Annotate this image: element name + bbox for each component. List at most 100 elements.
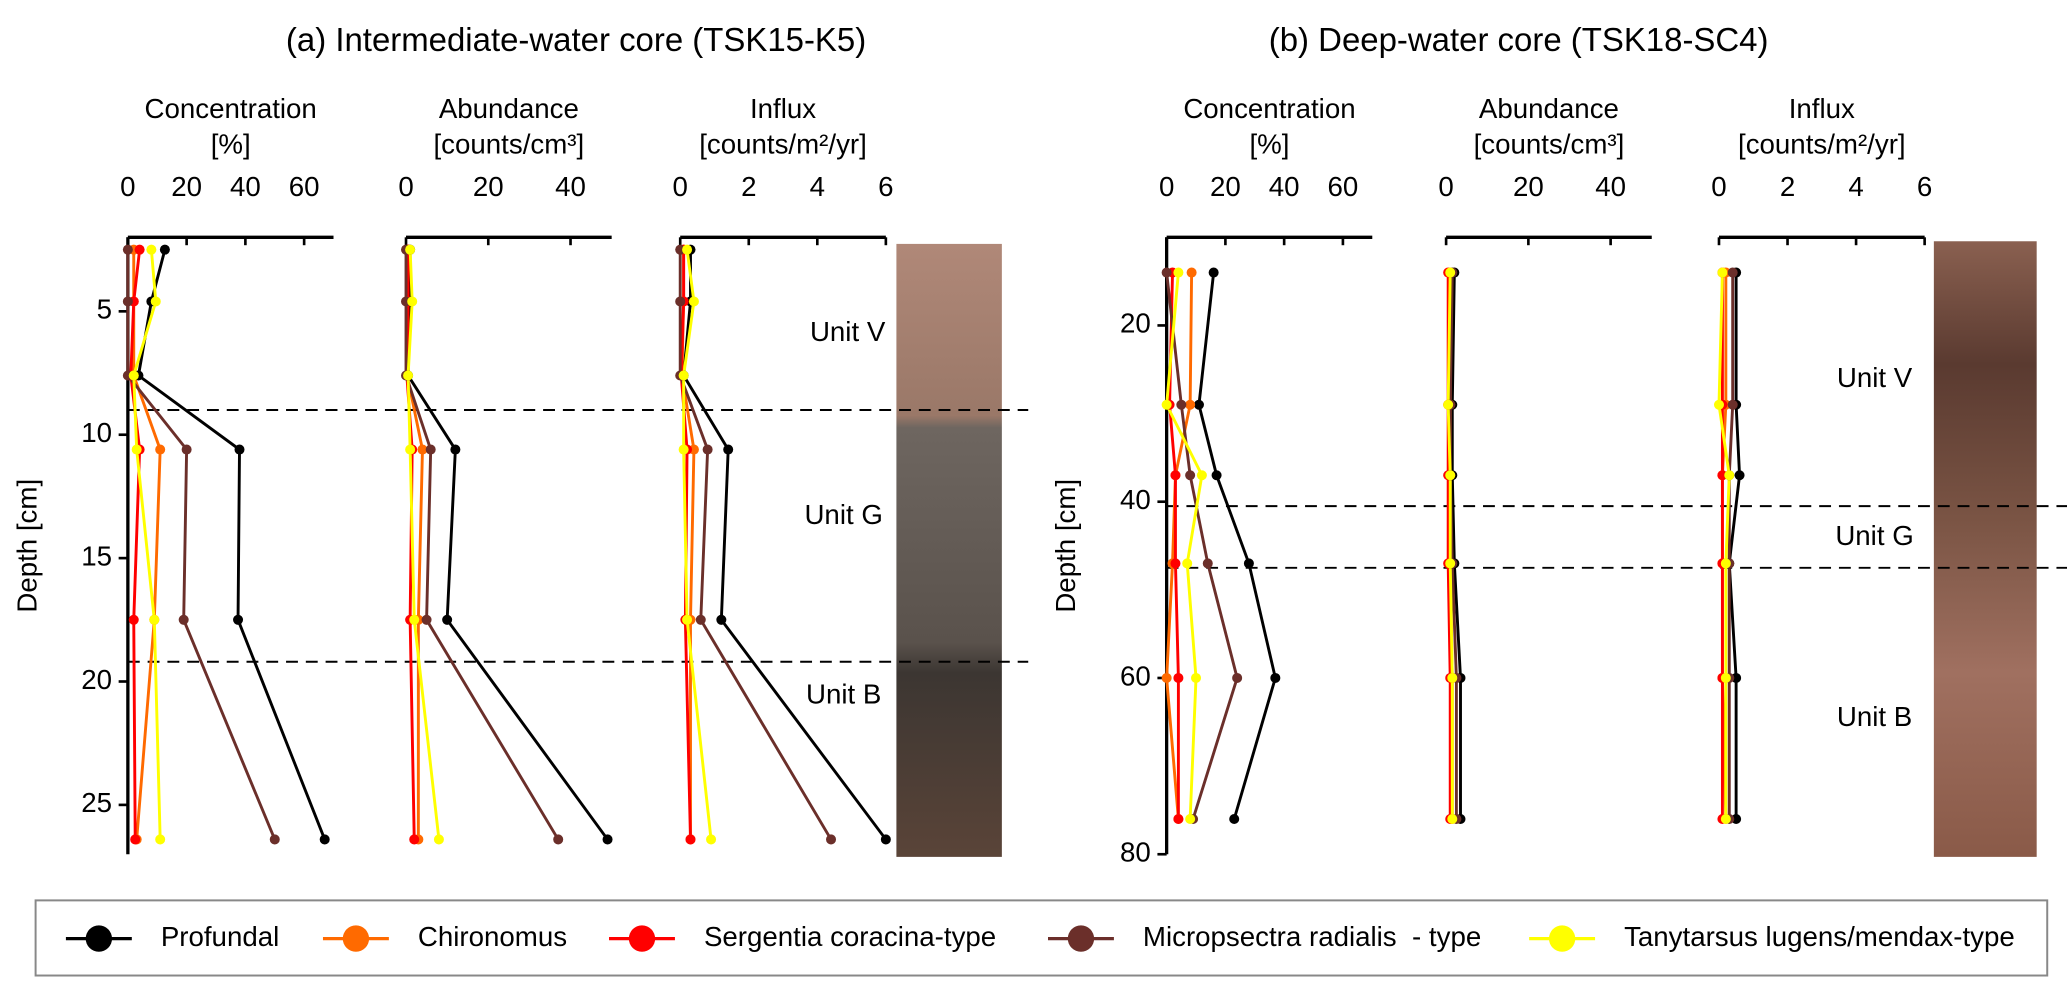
y-tick-label: 80 [1120, 837, 1151, 868]
point [155, 444, 166, 455]
point [1447, 813, 1458, 824]
series-line [136, 249, 327, 840]
point [1173, 267, 1184, 278]
x-axis-label: [counts/m²/yr] [1738, 129, 1906, 160]
x-axis-label: [counts/cm³] [1474, 129, 1625, 160]
series-line [404, 249, 560, 841]
point [1176, 399, 1187, 410]
point [1727, 267, 1738, 278]
point [1724, 470, 1735, 481]
x-axis-label: Abundance [439, 93, 579, 124]
x-axis-label: [counts/cm³] [433, 129, 584, 160]
x-axis-label: Abundance [1479, 93, 1619, 124]
x-tick-label: 6 [878, 171, 893, 202]
x-axis-label: Concentration [1183, 93, 1355, 124]
x-tick-label: 40 [555, 171, 586, 202]
point [1243, 558, 1254, 569]
point [128, 370, 139, 381]
legend-label: Tanytarsus lugens/mendax-type [1624, 921, 2015, 952]
point [159, 244, 170, 255]
x-tick-label: 0 [120, 171, 135, 202]
point [433, 834, 444, 845]
legend-label: Profundal [161, 921, 279, 952]
x-tick-label: 2 [741, 171, 756, 202]
point [1734, 470, 1745, 481]
point [1170, 470, 1181, 481]
point [1229, 813, 1240, 824]
x-tick-label: 20 [1513, 171, 1544, 202]
unit-label: Unit G [804, 499, 882, 530]
point [706, 834, 717, 845]
point [1191, 672, 1202, 683]
point [678, 370, 689, 381]
x-tick-label: 20 [171, 171, 202, 202]
y-tick-label: 15 [81, 540, 112, 571]
point [1185, 470, 1196, 481]
series-line [682, 249, 713, 840]
y-tick-label: 25 [81, 787, 112, 818]
point [407, 296, 418, 307]
point [269, 834, 280, 845]
point [1717, 267, 1728, 278]
y-axis-label: Depth [cm] [1050, 479, 1081, 613]
x-axis-label: Concentration [145, 93, 317, 124]
y-tick-label: 10 [81, 417, 112, 448]
point [702, 444, 713, 455]
point [1447, 672, 1458, 683]
x-tick-label: 0 [1438, 171, 1453, 202]
point [1211, 470, 1222, 481]
x-tick-label: 0 [398, 171, 413, 202]
unit-label: Unit V [1837, 362, 1913, 393]
series-line [406, 249, 609, 841]
point [181, 444, 192, 455]
point [155, 834, 166, 845]
point [178, 614, 189, 625]
point [1185, 813, 1196, 824]
point [716, 614, 727, 625]
point [675, 296, 686, 307]
y-tick-label: 20 [1120, 308, 1151, 339]
x-tick-label: 6 [1917, 171, 1932, 202]
x-axis-label: Influx [1789, 93, 1855, 124]
x-tick-label: 40 [1595, 171, 1626, 202]
series-line [126, 249, 277, 840]
series-line [1165, 272, 1194, 820]
point [723, 444, 734, 455]
legend-label: Micropsectra radialis - type [1143, 921, 1481, 952]
x-tick-label: 20 [473, 171, 504, 202]
x-axis-label: [%] [1249, 129, 1289, 160]
chart-title: (b) Deep-water core (TSK18-SC4) [1269, 21, 1769, 58]
legend-label: Chironomus [418, 921, 567, 952]
point [880, 834, 891, 845]
unit-label: Unit B [806, 678, 881, 709]
series-line [682, 249, 888, 841]
point [1270, 672, 1281, 683]
x-tick-label: 0 [673, 171, 688, 202]
point [122, 244, 133, 255]
legend-marker [85, 925, 113, 952]
series-line [1165, 272, 1239, 820]
point [1196, 470, 1207, 481]
point [405, 444, 416, 455]
point [1731, 813, 1742, 824]
series-line [129, 249, 142, 840]
point [1208, 267, 1219, 278]
point [1727, 399, 1738, 410]
point [602, 834, 613, 845]
y-tick-label: 60 [1120, 660, 1151, 691]
point [1182, 558, 1193, 569]
series-line [1450, 272, 1462, 819]
point [234, 444, 245, 455]
x-tick-label: 60 [289, 171, 320, 202]
point [1443, 399, 1454, 410]
point [450, 444, 461, 455]
point [405, 244, 416, 255]
point [688, 296, 699, 307]
point [149, 614, 160, 625]
core-photo [1933, 241, 2037, 857]
series-line [132, 249, 162, 840]
point [685, 834, 696, 845]
x-tick-label: 20 [1210, 171, 1241, 202]
point [150, 296, 161, 307]
